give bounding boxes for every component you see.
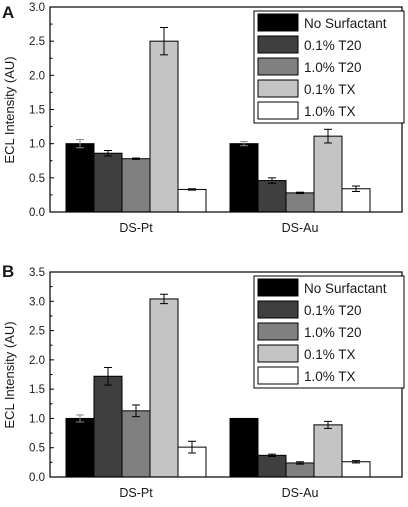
bar-ds-au-4: [341, 461, 371, 478]
legend-swatch: [257, 344, 299, 363]
legend-label: 1.0% T20: [304, 60, 362, 75]
error-bar: [188, 188, 196, 191]
y-tick-label: 1.0: [29, 139, 45, 151]
y-tick-label: 1.5: [29, 105, 45, 117]
y-axis-title: ECL Intensity (AU): [2, 56, 17, 163]
bar-ds-pt-4: [177, 188, 207, 213]
legend-swatch: [257, 79, 299, 98]
error-bar: [104, 366, 112, 386]
bar-ds-pt-3: [149, 298, 179, 478]
legend-label: 0.1% TX: [304, 347, 356, 362]
x-tick-label: DS-Pt: [119, 486, 153, 500]
legend-swatch: [257, 35, 299, 54]
panel-label: A: [2, 3, 14, 22]
panel-b: B ECL Intensity (AU) 0.0 0.5 1.0 1.5 2.0 2.5 3.0…: [2, 262, 405, 500]
legend-swatch: [257, 366, 299, 385]
error-bar: [132, 157, 140, 160]
legend: No Surfactant 0.1% T20 1.0% T20 0.1% TX 1.0%…: [253, 275, 405, 389]
panel-a: A ECL Intensity (AU) 0.0 0.5 1.0 1.5 2.0 2.5 3.0…: [2, 2, 405, 235]
panel-label: B: [2, 262, 14, 281]
bar-ds-au-3: [313, 135, 343, 213]
bar-ds-pt-3: [149, 40, 179, 213]
error-bar: [160, 293, 168, 305]
y-axis-title: ECL Intensity (AU): [2, 321, 17, 428]
y-tick-label: 2.5: [29, 326, 45, 338]
bar-ds-au-0: [229, 417, 259, 478]
error-bar: [104, 150, 112, 157]
bar-ds-pt-1: [93, 375, 123, 478]
error-bar: [352, 460, 360, 464]
legend-swatch: [257, 101, 299, 120]
y-tick-label: 0.5: [29, 173, 45, 185]
bar-ds-pt-2: [121, 410, 151, 478]
bar-ds-pt-1: [93, 152, 123, 213]
y-tick-label: 3.0: [29, 296, 45, 308]
legend-swatch: [257, 13, 299, 32]
legend-label: No Surfactant: [304, 281, 387, 296]
legend-label: 0.1% TX: [304, 82, 356, 97]
y-tick-label: 1.5: [29, 384, 45, 396]
error-bar: [188, 440, 196, 454]
legend-label: 0.1% T20: [304, 303, 362, 318]
error-bar: [268, 453, 276, 457]
x-tick-label: DS-Au: [282, 486, 319, 500]
bar-ds-au-2: [285, 192, 315, 213]
y-tick-label: 2.0: [29, 355, 45, 367]
y-tick-label: 2.5: [29, 36, 45, 48]
y-tick-label: 0.0: [29, 207, 45, 219]
bar-ds-au-3: [313, 424, 343, 478]
bar-ds-pt-2: [121, 158, 151, 213]
y-tick-label: 1.0: [29, 413, 45, 425]
legend-label: 1.0% TX: [304, 369, 356, 384]
legend-label: 1.0% TX: [304, 104, 356, 119]
bar-ds-au-1: [257, 180, 287, 213]
y-tick-label: 3.5: [29, 267, 45, 279]
bar-ds-au-2: [285, 462, 315, 478]
error-bar: [268, 177, 276, 184]
legend-swatch: [257, 300, 299, 319]
legend-label: 1.0% T20: [304, 325, 362, 340]
legend-label: 0.1% T20: [304, 38, 362, 53]
error-bar: [296, 461, 304, 465]
x-tick-label: DS-Au: [282, 221, 319, 235]
error-bar: [324, 420, 332, 429]
error-bar: [76, 139, 84, 149]
error-bar: [76, 414, 84, 423]
legend-swatch: [257, 278, 299, 297]
bar-ds-au-4: [341, 188, 371, 213]
x-tick-label: DS-Pt: [119, 221, 153, 235]
bar-ds-pt-0: [65, 417, 95, 478]
y-tick-label: 3.0: [29, 2, 45, 14]
error-bar: [132, 404, 140, 418]
legend: No Surfactant 0.1% T20 1.0% T20 0.1% TX 1.0%…: [253, 10, 405, 124]
bar-ds-au-1: [257, 454, 287, 478]
error-bar: [240, 141, 248, 147]
y-tick-label: 2.0: [29, 70, 45, 82]
y-tick-label: 0.5: [29, 443, 45, 455]
error-bar: [324, 128, 332, 144]
legend-swatch: [257, 57, 299, 76]
legend-label: No Surfactant: [304, 16, 387, 31]
bar-ds-pt-0: [65, 143, 95, 213]
y-tick-label: 0.0: [29, 472, 45, 484]
error-bar: [296, 191, 304, 195]
error-bar: [352, 185, 360, 192]
bar-ds-au-0: [229, 143, 259, 213]
error-bar: [160, 27, 168, 56]
legend-swatch: [257, 322, 299, 341]
